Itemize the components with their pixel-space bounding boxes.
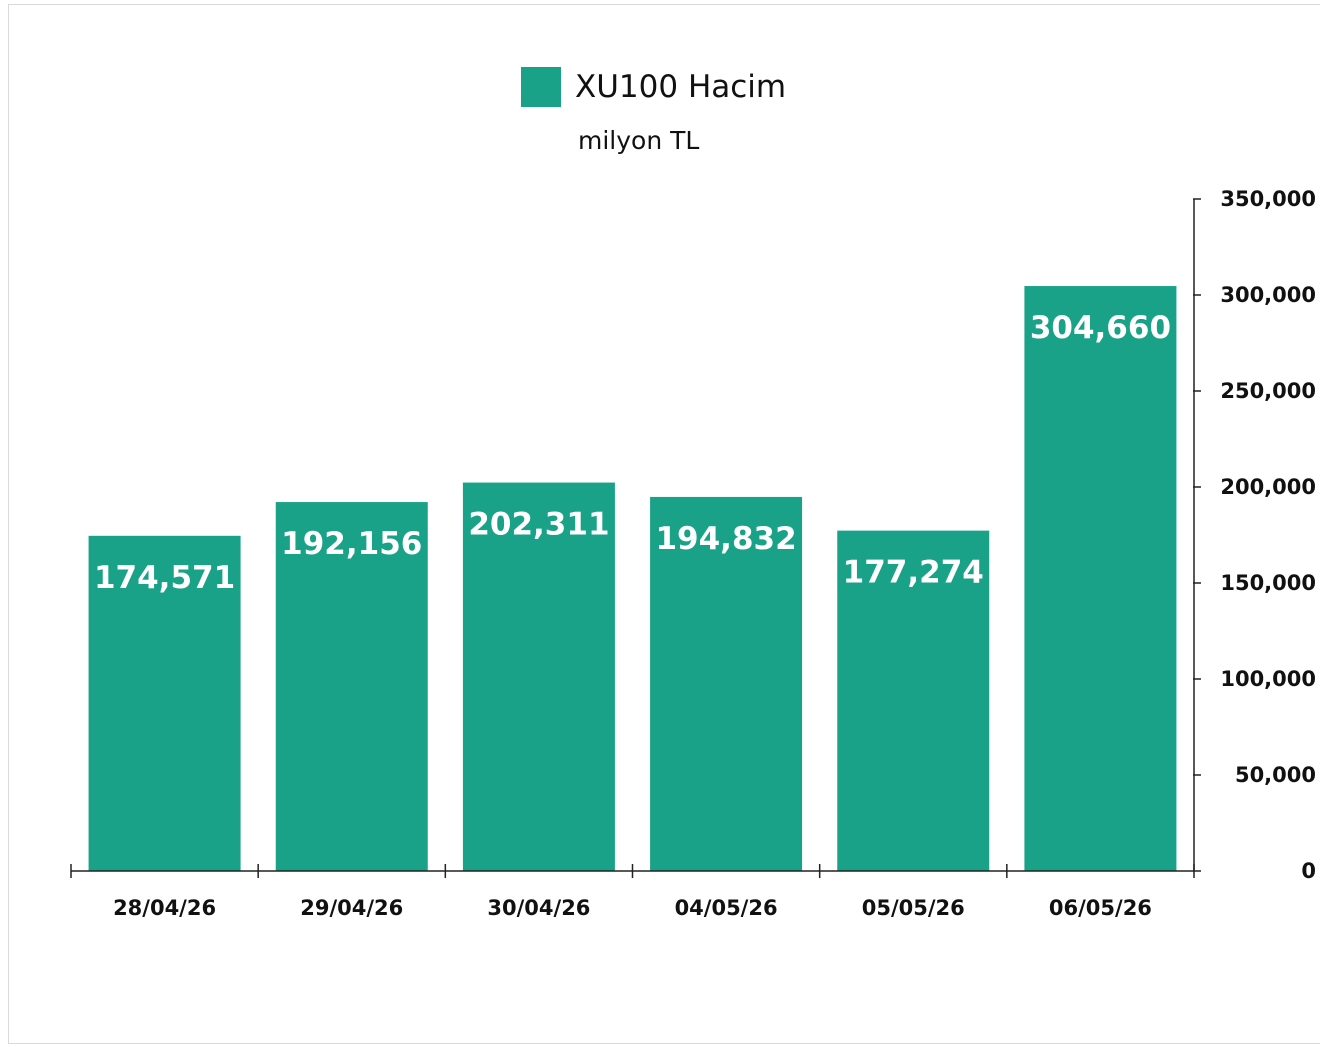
legend: XU100 Hacim <box>521 66 786 108</box>
y-tick-label: 200,000 <box>1220 475 1316 499</box>
y-tick-label: 250,000 <box>1220 379 1316 403</box>
value-label: 202,311 <box>468 507 609 543</box>
y-tick-label: 50,000 <box>1235 763 1316 787</box>
y-tick-label: 0 <box>1301 859 1316 883</box>
value-label: 192,156 <box>281 526 422 562</box>
value-label: 177,274 <box>843 555 984 591</box>
bar-30-04-26 <box>462 482 615 871</box>
x-tick-label: 05/05/26 <box>862 896 965 920</box>
value-label: 194,832 <box>655 521 796 557</box>
bar-29-04-26 <box>275 502 428 871</box>
bar-05-05-26 <box>837 530 990 871</box>
chart-frame <box>8 4 1320 1044</box>
x-tick-label: 30/04/26 <box>487 896 590 920</box>
x-tick-label: 04/05/26 <box>675 896 778 920</box>
legend-label: XU100 Hacim <box>575 69 787 105</box>
x-tick-label: 29/04/26 <box>300 896 403 920</box>
y-tick-label: 150,000 <box>1220 571 1316 595</box>
y-tick-label: 350,000 <box>1220 187 1316 211</box>
value-label: 174,571 <box>94 560 235 596</box>
y-tick-label: 100,000 <box>1220 667 1316 691</box>
value-label: 304,660 <box>1030 310 1171 346</box>
bar-06-05-26 <box>1024 286 1177 871</box>
x-tick-label: 28/04/26 <box>113 896 216 920</box>
chart-subtitle: milyon TL <box>578 126 700 155</box>
bar-04-05-26 <box>650 496 803 871</box>
bar-28-04-26 <box>88 535 241 871</box>
x-tick-label: 06/05/26 <box>1049 896 1152 920</box>
legend-swatch <box>521 67 561 107</box>
y-tick-label: 300,000 <box>1220 283 1316 307</box>
